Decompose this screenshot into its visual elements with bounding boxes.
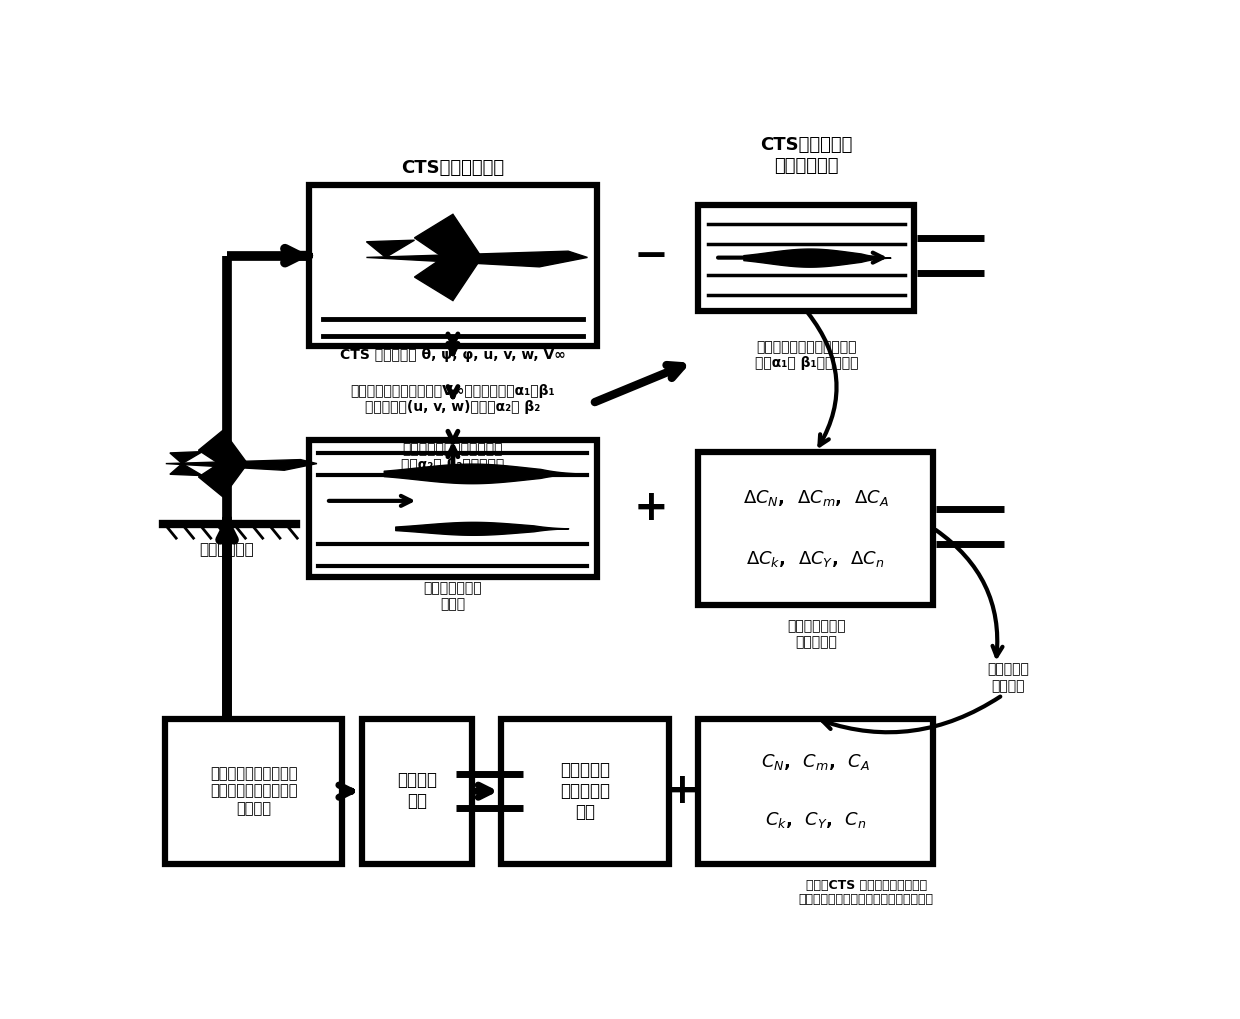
Polygon shape [367, 240, 414, 258]
Bar [165, 718, 342, 864]
Text: $C_N$,  $C_m$,  $C_A$: $C_N$, $C_m$, $C_A$ [761, 752, 870, 772]
Text: −: − [634, 234, 668, 277]
Polygon shape [170, 451, 202, 464]
Text: CTS小模型自由
流试验数据集: CTS小模型自由 流试验数据集 [760, 136, 853, 174]
Bar [362, 718, 472, 864]
Text: 导弹所受
合力: 导弹所受 合力 [397, 771, 436, 810]
Polygon shape [414, 214, 481, 258]
Text: CTS 试验得到： θ, ψ, φ, u, v, w, V∞: CTS 试验得到： θ, ψ, φ, u, v, w, V∞ [340, 348, 565, 363]
Text: 载机对导弹的气
动力干扰量: 载机对导弹的气 动力干扰量 [787, 619, 846, 649]
Text: CTS试验的气动力: CTS试验的气动力 [402, 159, 505, 176]
Text: +: + [665, 769, 699, 812]
Bar [501, 718, 670, 864]
Text: 多维插值得到小模型自由流
试验α₂， β₂下的气动力: 多维插值得到小模型自由流 试验α₂， β₂下的气动力 [402, 442, 505, 473]
Text: 大模型常规测力
数据集: 大模型常规测力 数据集 [424, 581, 482, 611]
Bar [698, 718, 934, 864]
Polygon shape [170, 464, 202, 476]
Bar [309, 185, 596, 345]
Bar [698, 205, 914, 311]
Polygon shape [198, 464, 248, 497]
Text: $\Delta C_k$,  $\Delta C_Y$,  $\Delta C_n$: $\Delta C_k$, $\Delta C_Y$, $\Delta C_n$ [746, 549, 885, 569]
Polygon shape [198, 430, 248, 464]
Polygon shape [166, 460, 317, 470]
Bar [309, 440, 596, 578]
Text: 外挂模型的
总气动力: 外挂模型的 总气动力 [987, 662, 1029, 693]
Text: 多维插值得到小模型自由流
试验α₁， β₁下的气动力: 多维插值得到小模型自由流 试验α₁， β₁下的气动力 [755, 340, 858, 371]
Text: 带入运动方程，计算下
一时刻位置姿态，机构
运动到位: 带入运动方程，计算下 一时刻位置姿态，机构 运动到位 [210, 766, 298, 815]
Text: $\Delta C_N$,  $\Delta C_m$,  $\Delta C_A$: $\Delta C_N$, $\Delta C_m$, $\Delta C_A$ [743, 488, 889, 507]
Text: $C_k$,  $C_Y$,  $C_n$: $C_k$, $C_Y$, $C_n$ [765, 810, 867, 830]
Text: 导弹推力、
弹射力、重
力等: 导弹推力、 弹射力、重 力等 [560, 761, 610, 820]
Polygon shape [367, 251, 588, 267]
Text: +: + [634, 487, 668, 529]
Polygon shape [414, 258, 481, 301]
Bar [698, 451, 934, 605]
Text: 修正了导弹相对运动的诱导角侧滑角影响: 修正了导弹相对运动的诱导角侧滑角影响 [799, 893, 934, 906]
Text: 修正了CTS 小模型外形失真影响: 修正了CTS 小模型外形失真影响 [806, 879, 926, 893]
Text: 机构运动到位: 机构运动到位 [200, 542, 254, 557]
Text: 计算外挂模型相对自由流V∞的攻角侧滑角α₁，β₁
以及考虑了(u, v, w)影响的α₂， β₂: 计算外挂模型相对自由流V∞的攻角侧滑角α₁，β₁ 以及考虑了(u, v, w)影… [351, 384, 556, 415]
